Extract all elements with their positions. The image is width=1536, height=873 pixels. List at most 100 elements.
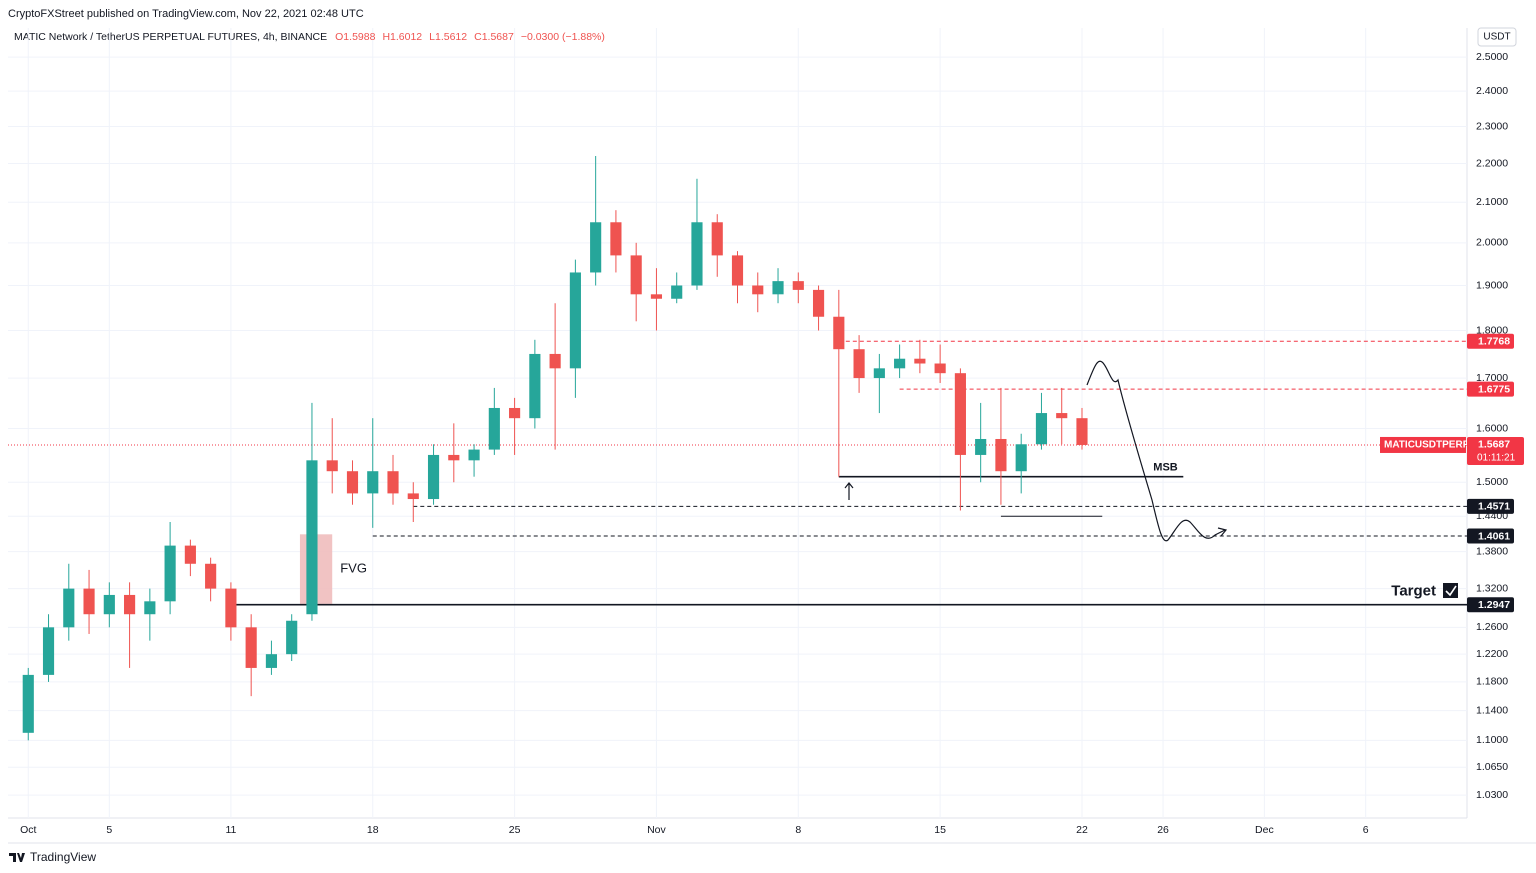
ohlc-value: C1.5687: [474, 31, 514, 43]
level-value: 1.4571: [1478, 501, 1510, 513]
candle-body: [590, 222, 602, 273]
candle-body: [752, 285, 764, 295]
candle-body: [245, 627, 257, 668]
y-tick-label: 1.1400: [1476, 704, 1508, 716]
candle-body: [427, 454, 440, 500]
candle-body: [306, 460, 318, 615]
currency-box: [1477, 27, 1517, 47]
y-tick-label: 2.1000: [1476, 196, 1508, 208]
x-tick-label: Oct: [20, 824, 36, 836]
candle-body: [164, 545, 176, 602]
last-price-value: 1.5687: [1478, 439, 1510, 451]
candle-body: [529, 353, 541, 419]
fvg-label: FVG: [340, 561, 367, 576]
y-tick-label: 1.0650: [1476, 761, 1508, 773]
level-tag: [1467, 528, 1514, 544]
candle-body: [184, 545, 196, 564]
candle-body: [387, 471, 399, 494]
y-tick-label: 1.1000: [1476, 734, 1508, 746]
y-tick-label: 1.2200: [1476, 648, 1508, 660]
candle-body: [42, 627, 55, 675]
candle-body: [124, 594, 136, 615]
ohlc-value: O1.5988: [335, 31, 375, 43]
level-tag: [1467, 381, 1514, 397]
candle-body: [610, 222, 622, 256]
up-arrow: [844, 482, 854, 500]
countdown: 01:11:21: [1477, 453, 1516, 464]
last-price-tag: [1467, 436, 1524, 465]
candle-body: [671, 285, 683, 299]
candle-body: [569, 272, 581, 369]
candle-body: [894, 358, 906, 369]
y-tick-label: 1.3200: [1476, 582, 1508, 594]
symbol-title: MATIC Network / TetherUS PERPETUAL FUTUR…: [14, 31, 327, 43]
candle-body: [954, 373, 966, 455]
x-tick-label: 22: [1076, 824, 1088, 836]
x-tick-label: 18: [367, 824, 379, 836]
candle-body: [792, 281, 804, 290]
candle-body: [833, 316, 845, 350]
candle-body: [367, 471, 379, 494]
y-tick-label: 2.0000: [1476, 237, 1508, 249]
candle-body: [691, 222, 703, 286]
level-value: 1.7768: [1478, 336, 1510, 348]
level-value: 1.6775: [1478, 383, 1510, 395]
candle-body: [934, 363, 946, 374]
candle-body: [326, 460, 338, 472]
level-tag: [1467, 333, 1514, 349]
x-tick-label: Nov: [647, 824, 666, 836]
x-tick-label: 11: [225, 824, 236, 836]
logo-icon: [9, 853, 25, 862]
x-tick-label: 6: [1363, 824, 1369, 836]
candle-body: [1015, 444, 1027, 472]
brand-logo: [9, 853, 25, 862]
currency: USDT: [1483, 32, 1510, 43]
candle-body: [509, 407, 521, 419]
candle-body: [265, 654, 278, 668]
y-tick-label: 1.1800: [1476, 676, 1508, 688]
target-checkbox: [1443, 583, 1458, 598]
candle-body: [83, 588, 95, 615]
candle-body: [448, 454, 460, 461]
candle-body: [407, 493, 419, 500]
candle-body: [205, 563, 217, 589]
x-tick-label: 5: [106, 824, 112, 836]
candle-body: [650, 294, 663, 299]
candle-body: [731, 255, 744, 286]
y-tick-label: 1.3800: [1476, 545, 1508, 557]
candle-body: [711, 222, 723, 256]
candle-body: [103, 594, 115, 615]
ohlc-value: H1.6012: [382, 31, 422, 43]
y-tick-label: 2.2000: [1476, 157, 1508, 169]
candle-body: [812, 289, 825, 317]
price-axis: 2.5000 2.4000 2.3000 2.2000 2.1000 2.0000 1.90…: [20, 51, 1524, 836]
candle-body: [346, 471, 359, 494]
candle-body: [772, 281, 784, 295]
target-check: [1445, 585, 1457, 597]
y-tick-label: 1.8000: [1476, 324, 1508, 336]
candle-body: [873, 368, 885, 379]
brand: TradingView: [30, 850, 96, 864]
candles: [22, 155, 1088, 741]
candle-body: [1035, 413, 1048, 445]
projection-arrowhead: [1217, 527, 1228, 537]
target-label: Target: [1391, 583, 1436, 600]
candle-body: [914, 358, 926, 364]
candle-body: [995, 438, 1007, 472]
publisher: CryptoFXStreet published on TradingView.…: [8, 8, 364, 20]
ohlc-value: −0.0300 (−1.88%): [521, 31, 605, 43]
candle-body: [22, 674, 34, 733]
y-tick-label: 1.5000: [1476, 476, 1508, 488]
symbol-label: MATICUSDTPERP: [1384, 440, 1470, 451]
x-tick-label: 26: [1157, 824, 1169, 836]
y-tick-label: 2.3000: [1476, 120, 1508, 132]
x-tick-label: Dec: [1255, 824, 1274, 836]
y-tick-label: 2.4000: [1476, 85, 1508, 97]
candle-body: [144, 601, 156, 615]
level-tag: [1467, 597, 1514, 613]
candle-body: [468, 449, 480, 461]
level-value: 1.2947: [1478, 599, 1510, 611]
ohlc-value: L1.5612: [429, 31, 467, 43]
candle-body: [975, 438, 987, 455]
